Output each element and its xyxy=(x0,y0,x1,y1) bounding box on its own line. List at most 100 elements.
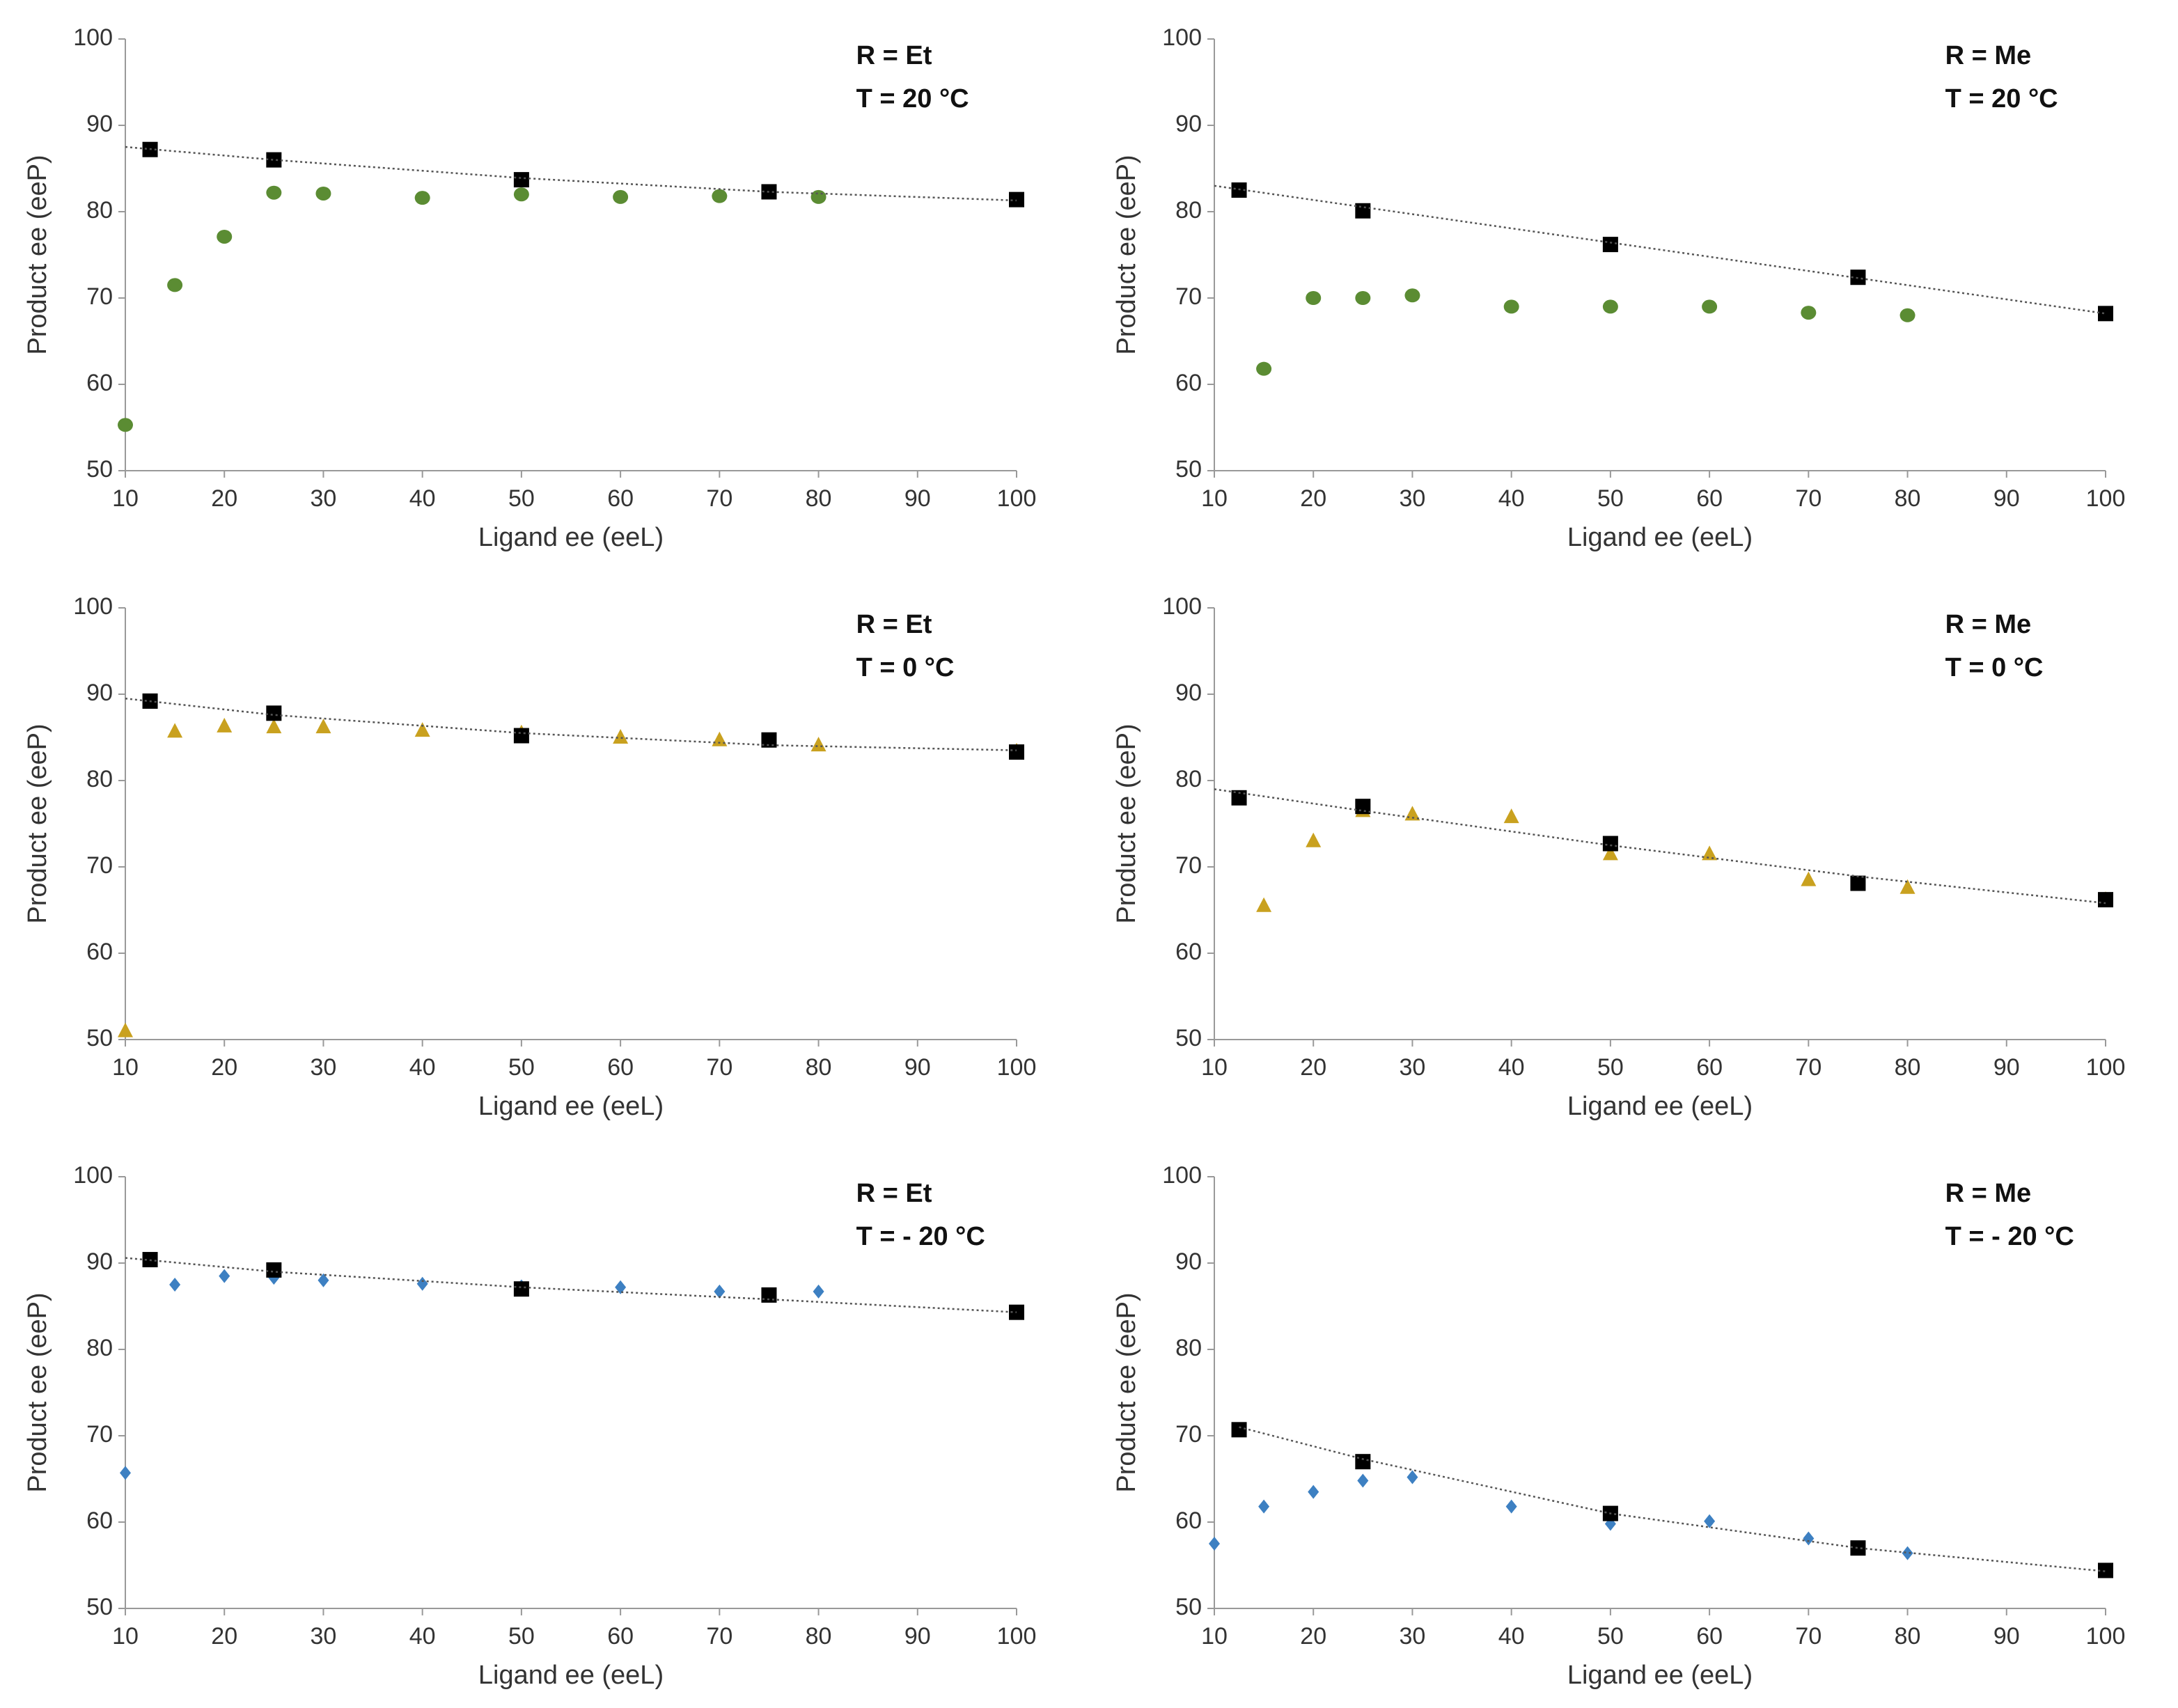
x-tick-label: 40 xyxy=(409,485,436,512)
x-tick-label: 30 xyxy=(1400,1054,1426,1081)
point xyxy=(613,729,629,744)
point xyxy=(712,189,728,203)
trend-line xyxy=(1214,185,2106,315)
y-axis-label: Product ee (eeP) xyxy=(23,155,52,354)
point xyxy=(615,1280,627,1294)
point xyxy=(266,185,282,200)
x-tick-label: 20 xyxy=(211,1623,237,1650)
y-tick-label: 80 xyxy=(1175,1335,1202,1361)
x-axis-label: Ligand ee (eeL) xyxy=(478,1092,664,1121)
annotation: R = Et xyxy=(856,610,932,639)
y-tick-label: 100 xyxy=(1162,1162,1202,1189)
point xyxy=(1308,1484,1319,1499)
trend-line xyxy=(125,697,1017,751)
point xyxy=(118,1022,133,1037)
x-tick-label: 20 xyxy=(1300,485,1326,512)
point xyxy=(1704,1514,1716,1528)
y-tick-label: 80 xyxy=(86,197,113,224)
point xyxy=(1503,808,1519,824)
point xyxy=(1231,1422,1247,1438)
x-tick-label: 30 xyxy=(1400,485,1426,512)
point xyxy=(414,722,430,737)
x-axis-label: Ligand ee (eeL) xyxy=(1567,1661,1753,1690)
x-tick-label: 30 xyxy=(311,1623,337,1650)
annotation: T = 0 °C xyxy=(856,653,955,682)
x-tick-label: 80 xyxy=(1895,1054,1921,1081)
chart-panel: 50 60 70 80 90 100 10 20 30 40 50 60 70 80 90 100 Ligand… xyxy=(23,24,1036,552)
point xyxy=(1602,299,1618,314)
point xyxy=(120,1466,131,1480)
y-tick-label: 90 xyxy=(1175,680,1202,706)
y-tick-label: 70 xyxy=(86,283,113,310)
x-tick-label: 90 xyxy=(904,485,931,512)
y-axis-label: Product ee (eeP) xyxy=(1112,1292,1141,1492)
x-tick-label: 100 xyxy=(997,1054,1037,1081)
chart-panel: 50 60 70 80 90 100 10 20 30 40 50 60 70 80 90 100 Ligand… xyxy=(1112,593,2125,1121)
point xyxy=(761,732,777,748)
point xyxy=(1231,790,1247,806)
chart-panel: 50 60 70 80 90 100 10 20 30 40 50 60 70 80 90 100 Ligand… xyxy=(23,1162,1036,1690)
point xyxy=(1209,1537,1220,1551)
y-tick-label: 50 xyxy=(1175,1025,1202,1051)
y-tick-label: 60 xyxy=(1175,370,1202,396)
point xyxy=(1899,879,1915,894)
x-tick-label: 20 xyxy=(211,485,237,512)
x-tick-label: 60 xyxy=(1696,485,1723,512)
point xyxy=(1256,361,1272,376)
point xyxy=(414,191,430,205)
y-tick-label: 100 xyxy=(73,1162,113,1189)
point xyxy=(1407,1470,1418,1484)
trend-line xyxy=(1239,1426,2106,1572)
x-axis-label: Ligand ee (eeL) xyxy=(1567,523,1753,552)
y-tick-label: 70 xyxy=(86,852,113,879)
x-tick-label: 30 xyxy=(311,485,337,512)
point xyxy=(810,189,826,204)
point xyxy=(318,1273,329,1287)
x-tick-label: 30 xyxy=(311,1054,337,1081)
y-tick-label: 60 xyxy=(1175,939,1202,965)
x-tick-label: 80 xyxy=(1895,1623,1921,1650)
x-tick-label: 10 xyxy=(1201,1623,1228,1650)
point xyxy=(613,189,629,204)
annotation: T = - 20 °C xyxy=(856,1222,985,1251)
point xyxy=(1602,836,1618,852)
x-tick-label: 20 xyxy=(1300,1623,1326,1650)
y-tick-label: 50 xyxy=(1175,456,1202,483)
x-tick-label: 10 xyxy=(112,1623,139,1650)
x-axis-label: Ligand ee (eeL) xyxy=(1567,1092,1753,1121)
point xyxy=(1355,291,1371,305)
y-tick-label: 60 xyxy=(86,939,113,965)
y-tick-label: 70 xyxy=(1175,1421,1202,1448)
point xyxy=(761,1287,777,1303)
annotation: T = 20 °C xyxy=(1945,84,2058,113)
y-tick-label: 60 xyxy=(1175,1507,1202,1534)
x-tick-label: 60 xyxy=(607,1054,634,1081)
point xyxy=(513,1281,529,1297)
y-tick-label: 50 xyxy=(1175,1594,1202,1620)
point xyxy=(118,418,133,432)
y-axis-label: Product ee (eeP) xyxy=(1112,155,1141,354)
x-tick-label: 80 xyxy=(1895,485,1921,512)
x-tick-label: 60 xyxy=(1696,1623,1723,1650)
point xyxy=(266,719,282,734)
chart-panel: 50 60 70 80 90 100 10 20 30 40 50 60 70 80 90 100 Ligand… xyxy=(23,593,1036,1121)
x-tick-label: 90 xyxy=(1993,1054,2020,1081)
point xyxy=(712,731,728,746)
point xyxy=(2098,892,2113,908)
x-tick-label: 20 xyxy=(1300,1054,1326,1081)
point xyxy=(1850,1540,1866,1556)
point xyxy=(217,229,233,244)
x-tick-label: 50 xyxy=(508,1623,535,1650)
y-tick-label: 100 xyxy=(1162,24,1202,51)
y-tick-label: 80 xyxy=(1175,197,1202,224)
point xyxy=(266,152,282,168)
point xyxy=(1306,291,1322,305)
point xyxy=(167,278,183,292)
x-tick-label: 50 xyxy=(508,485,535,512)
y-tick-label: 90 xyxy=(86,111,113,137)
x-tick-label: 90 xyxy=(904,1623,931,1650)
point xyxy=(1850,875,1866,891)
y-tick-label: 100 xyxy=(73,24,113,51)
point xyxy=(1404,288,1420,303)
point xyxy=(217,717,233,732)
